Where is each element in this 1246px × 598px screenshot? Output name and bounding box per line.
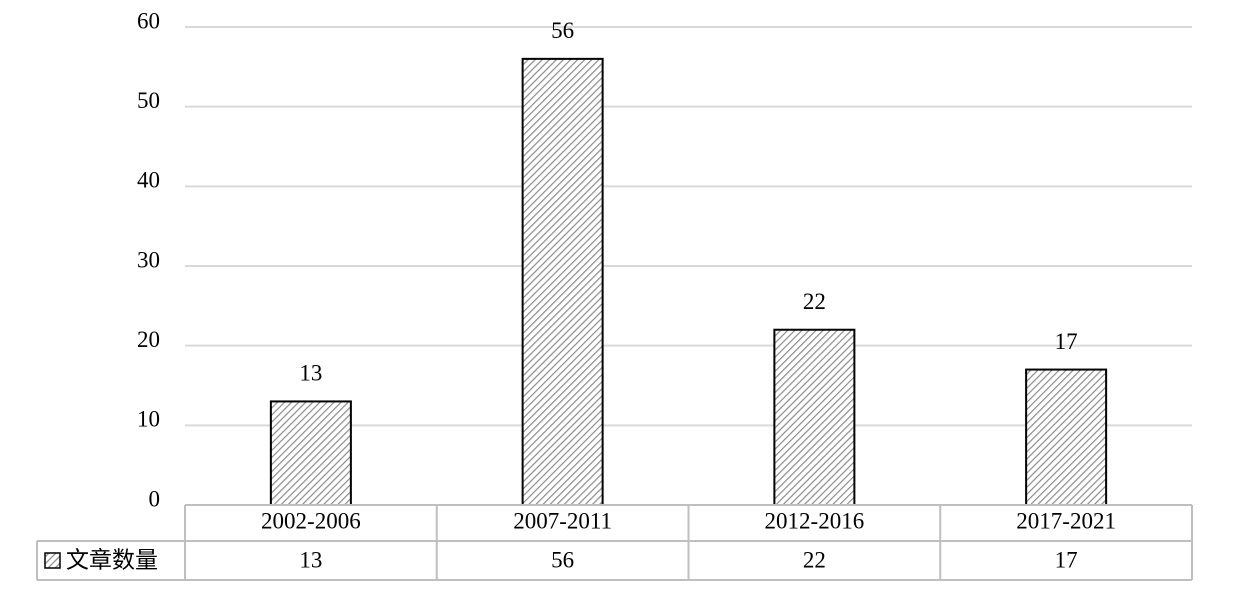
y-tick-label: 40 xyxy=(137,168,160,193)
y-tick-label: 60 xyxy=(137,8,160,33)
bar xyxy=(1025,368,1108,507)
table-value: 22 xyxy=(803,547,826,572)
table-value: 13 xyxy=(299,547,322,572)
y-tick-label: 20 xyxy=(137,327,160,352)
table-category: 2017-2021 xyxy=(1016,508,1116,533)
legend-key xyxy=(44,552,61,569)
table-category: 2007-2011 xyxy=(513,508,612,533)
y-tick-label: 30 xyxy=(137,247,160,272)
bar xyxy=(521,57,604,506)
bar xyxy=(269,400,352,506)
data-label: 56 xyxy=(551,18,574,43)
y-tick-label: 0 xyxy=(149,486,161,511)
y-tick-label: 50 xyxy=(137,88,160,113)
data-label: 22 xyxy=(803,289,826,314)
data-label: 17 xyxy=(1055,329,1078,354)
data-label: 13 xyxy=(299,361,322,386)
table-category: 2002-2006 xyxy=(261,508,361,533)
legend-label: 文章数量 xyxy=(66,547,158,572)
bar xyxy=(773,328,856,506)
y-tick-label: 10 xyxy=(137,407,160,432)
table-category: 2012-2016 xyxy=(765,508,865,533)
table-value: 17 xyxy=(1055,547,1078,572)
table-value: 56 xyxy=(551,547,574,572)
